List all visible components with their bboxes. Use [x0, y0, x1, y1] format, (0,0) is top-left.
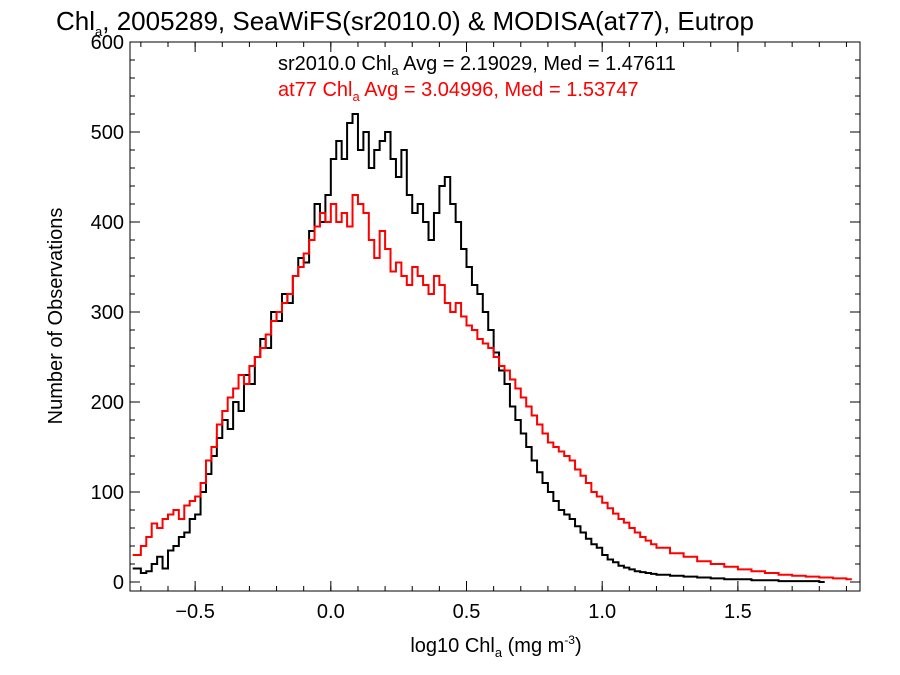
x-tick-label: 0.5	[453, 601, 481, 623]
y-tick-label: 400	[91, 212, 124, 234]
title-prefix: Chl	[56, 6, 95, 36]
y-tick-label: 200	[91, 392, 124, 414]
y-tick-label: 0	[113, 572, 124, 594]
title-rest: , 2005289, SeaWiFS(sr2010.0) & MODISA(at…	[102, 6, 754, 36]
series-line-red	[132, 194, 852, 581]
series-line-black	[132, 113, 825, 583]
x-tick-label: 1.0	[588, 601, 616, 623]
legend-entry-red: at77 Chla Avg = 3.04996, Med = 1.53747	[278, 79, 638, 104]
title-subscript: a	[95, 24, 103, 39]
y-tick-label: 300	[91, 302, 124, 324]
x-axis-label: log10 Chla (mg m-3)	[410, 633, 581, 660]
chart-title: Chla, 2005289, SeaWiFS(sr2010.0) & MODIS…	[56, 6, 754, 39]
y-tick-label: 500	[91, 122, 124, 144]
y-tick-label: 100	[91, 482, 124, 504]
legend: sr2010.0 Chla Avg = 2.19029, Med = 1.476…	[278, 53, 676, 104]
legend-entry-black: sr2010.0 Chla Avg = 2.19029, Med = 1.476…	[278, 53, 676, 78]
axis-ticks: −0.5 0.0 0.5 1.0 1.5 0 100 200 300 400 500 600	[91, 32, 860, 623]
y-axis-label: Number of Observations	[45, 208, 67, 425]
x-tick-label: 1.5	[724, 601, 752, 623]
y-tick-label: 600	[91, 32, 124, 54]
plot-area	[129, 41, 861, 592]
x-tick-label: 0.0	[317, 601, 345, 623]
x-tick-label: −0.5	[175, 601, 214, 623]
series-layer	[132, 113, 852, 583]
